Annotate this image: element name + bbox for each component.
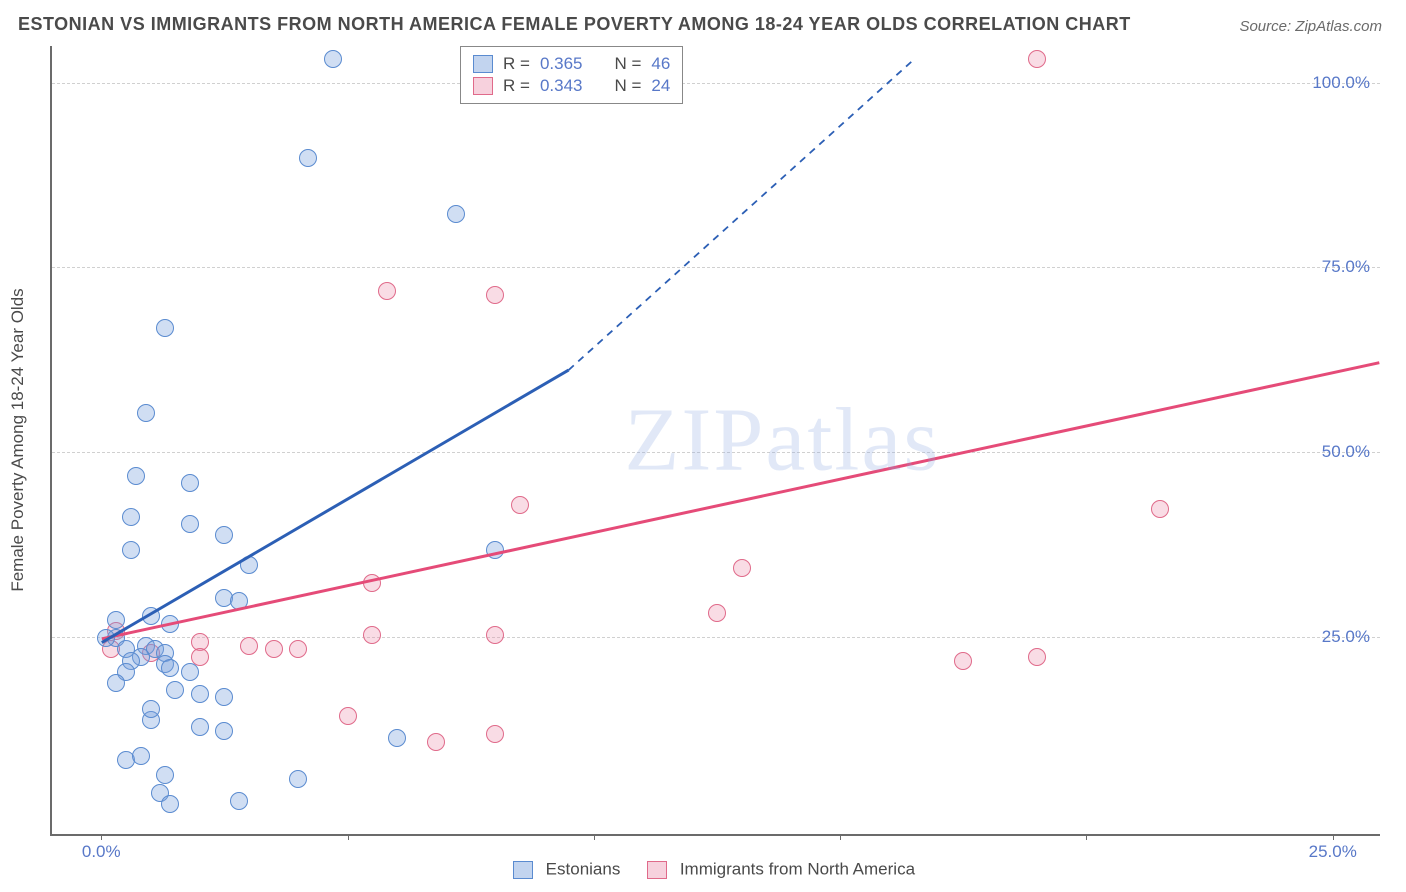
- legend-swatch-a: [473, 55, 493, 73]
- legend-n-value: 24: [651, 76, 670, 96]
- legend-n-label: N =: [614, 76, 641, 96]
- source-label: Source: ZipAtlas.com: [1239, 18, 1382, 35]
- trend-line: [102, 363, 1379, 639]
- legend-r-label: R =: [503, 76, 530, 96]
- chart-title: ESTONIAN VS IMMIGRANTS FROM NORTH AMERIC…: [18, 14, 1131, 35]
- legend-series-label: Estonians: [546, 860, 621, 879]
- trend-lines-layer: [52, 46, 1380, 834]
- x-tick-mark: [348, 834, 349, 840]
- y-axis-label: Female Poverty Among 18-24 Year Olds: [8, 288, 28, 591]
- x-tick-mark: [1086, 834, 1087, 840]
- x-tick-mark: [1333, 834, 1334, 840]
- trend-line: [102, 370, 569, 642]
- legend-r-value: 0.343: [540, 76, 583, 96]
- legend-stats-row: R = 0.343 N = 24: [473, 75, 670, 97]
- legend-n-value: 46: [651, 54, 670, 74]
- legend-r-value: 0.365: [540, 54, 583, 74]
- legend-stats-box: R = 0.365 N = 46 R = 0.343 N = 24: [460, 46, 683, 104]
- legend-n-label: N =: [614, 54, 641, 74]
- legend-stats-row: R = 0.365 N = 46: [473, 53, 670, 75]
- legend-swatch-a: [513, 861, 533, 879]
- legend-swatch-b: [473, 77, 493, 95]
- trend-line: [569, 61, 913, 370]
- x-tick-mark: [101, 834, 102, 840]
- chart-plot-area: ZIPatlas 25.0%50.0%75.0%100.0%0.0%25.0%: [50, 46, 1380, 836]
- legend-series-bottom: Estonians Immigrants from North America: [0, 859, 1406, 880]
- legend-series-label: Immigrants from North America: [680, 860, 915, 879]
- x-tick-mark: [594, 834, 595, 840]
- legend-swatch-b: [647, 861, 667, 879]
- x-tick-mark: [840, 834, 841, 840]
- legend-r-label: R =: [503, 54, 530, 74]
